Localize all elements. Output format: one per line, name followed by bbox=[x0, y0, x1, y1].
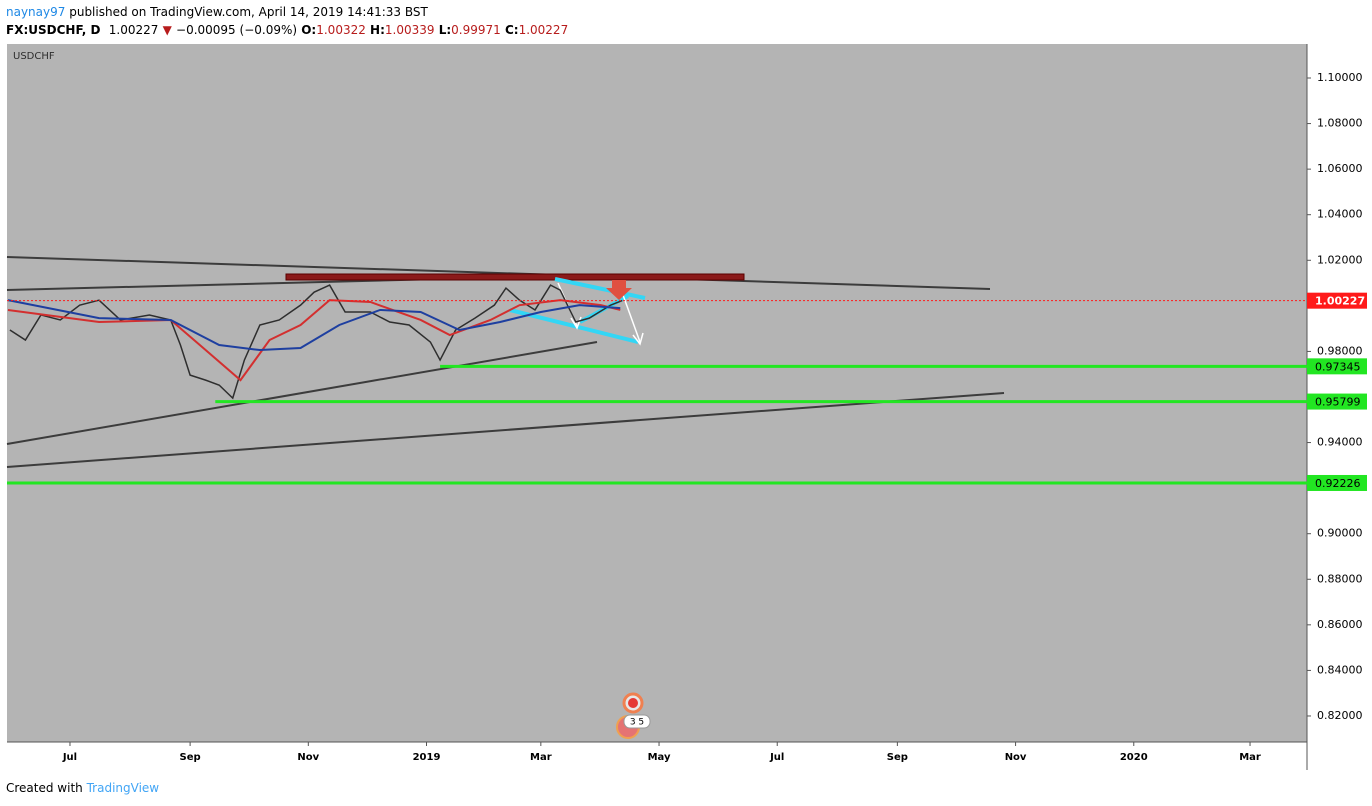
chart: 3 5 1.10000 1.08000 1.06000 1.04000 1.02000 0… bbox=[6, 44, 1367, 770]
y-tick-label: 1.02000 bbox=[1317, 253, 1363, 266]
price-axis bbox=[1307, 44, 1367, 742]
change: −0.00095 (−0.09%) bbox=[176, 23, 298, 37]
price-level-label: 0.97345 bbox=[1315, 360, 1361, 373]
x-tick-label: Mar bbox=[1239, 752, 1261, 763]
price-level-label: 0.92226 bbox=[1315, 477, 1361, 490]
y-tick-label: 1.06000 bbox=[1317, 162, 1363, 175]
y-tick-label: 1.10000 bbox=[1317, 71, 1363, 84]
moving-average bbox=[7, 299, 621, 382]
event-icons: 3 5 bbox=[616, 692, 651, 739]
price-level-tag bbox=[1307, 393, 1367, 410]
open: 1.00322 bbox=[316, 23, 366, 37]
author[interactable]: naynay97 bbox=[6, 5, 66, 19]
symbol: FX:USDCHF, D bbox=[6, 23, 101, 37]
y-tick-label: 0.98000 bbox=[1317, 344, 1363, 357]
footer: Created with TradingView bbox=[6, 781, 159, 795]
y-tick-label: 1.08000 bbox=[1317, 117, 1363, 130]
close: 1.00227 bbox=[518, 23, 569, 37]
x-tick-label: Mar bbox=[530, 752, 552, 763]
y-tick-label: 0.86000 bbox=[1317, 618, 1363, 631]
low: 0.99971 bbox=[451, 23, 501, 37]
svg-text:3 5: 3 5 bbox=[630, 718, 644, 728]
l-label: L: bbox=[438, 23, 452, 37]
y-tick-label: 0.88000 bbox=[1317, 572, 1363, 585]
moving-average bbox=[7, 299, 621, 352]
price-level-label: 0.95799 bbox=[1315, 396, 1361, 409]
x-tick-label: Jul bbox=[769, 752, 784, 763]
series-name: USDCHF bbox=[13, 51, 55, 62]
o-label: O: bbox=[301, 23, 317, 37]
c-label: C: bbox=[504, 23, 519, 37]
published: published on TradingView.com, April 14, … bbox=[69, 5, 428, 19]
price-level-tag bbox=[1307, 292, 1367, 309]
x-tick-label: May bbox=[648, 752, 671, 763]
resistance-zone bbox=[285, 273, 745, 281]
y-tick-label: 1.04000 bbox=[1317, 208, 1363, 221]
x-tick-label: Sep bbox=[887, 752, 908, 763]
brand[interactable]: TradingView bbox=[86, 781, 160, 795]
created: Created with bbox=[6, 781, 83, 795]
x-tick-label: 2020 bbox=[1120, 752, 1148, 763]
quote-line: FX:USDCHF, D 1.00227 ▼ −0.00095 (−0.09%)… bbox=[6, 23, 568, 37]
last: 1.00227 bbox=[108, 23, 159, 37]
x-tick-label: Jul bbox=[62, 752, 77, 763]
y-tick-label: 0.90000 bbox=[1317, 527, 1363, 540]
sell-marker bbox=[606, 280, 632, 300]
y-tick-label: 0.84000 bbox=[1317, 663, 1363, 676]
high: 1.00339 bbox=[384, 23, 435, 37]
arrow: ▼ bbox=[162, 23, 172, 37]
y-tick-label: 0.94000 bbox=[1317, 436, 1363, 449]
price-level-label: 1.00227 bbox=[1315, 295, 1365, 308]
x-tick-label: Nov bbox=[297, 752, 319, 763]
header-line: naynay97 published on TradingView.com, A… bbox=[6, 5, 428, 19]
x-tick-label: 2019 bbox=[413, 752, 441, 763]
x-tick-label: Sep bbox=[180, 752, 201, 763]
plot-background bbox=[7, 44, 1307, 742]
y-tick-label: 0.82000 bbox=[1317, 709, 1363, 722]
price-level-tag bbox=[1307, 358, 1367, 375]
x-tick-label: Nov bbox=[1005, 752, 1027, 763]
price-level-tag bbox=[1307, 474, 1367, 491]
h-label: H: bbox=[370, 23, 385, 37]
